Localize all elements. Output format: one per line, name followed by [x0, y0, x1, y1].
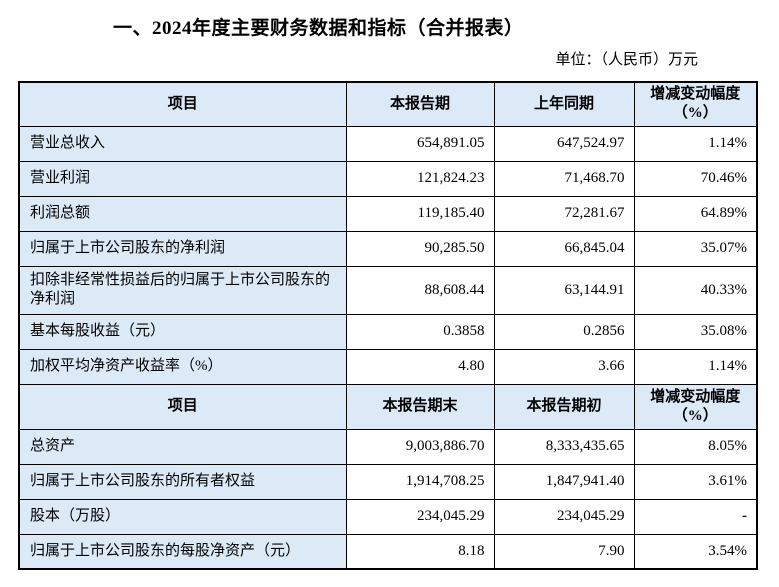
- table-row: 归属于上市公司股东的每股净资产（元） 8.18 7.90 3.54%: [18, 533, 758, 570]
- row-label-cell: 营业利润: [18, 160, 347, 197]
- change-cell: 70.46%: [633, 160, 758, 197]
- period-end-cell: 1,914,708.25: [345, 463, 495, 500]
- column-header-change: 增减变动幅度 （%）: [633, 81, 758, 127]
- table-row: 扣除非经常性损益后的归属于上市公司股东的净利润 88,608.44 63,144…: [18, 265, 758, 315]
- column-header-change: 增减变动幅度 （%）: [633, 383, 758, 430]
- column-header-prior-period: 上年同期: [493, 81, 635, 127]
- unit-label: 单位：（人民币）万元: [555, 52, 698, 68]
- column-header-change-line2: （%）: [672, 407, 718, 424]
- current-period-cell: 88,608.44: [345, 265, 495, 315]
- row-label-cell: 基本每股收益（元）: [18, 313, 347, 350]
- row-label-cell: 扣除非经常性损益后的归属于上市公司股东的净利润: [18, 265, 347, 315]
- row-label-cell: 股本（万股）: [18, 498, 347, 535]
- change-cell: 35.07%: [633, 230, 758, 267]
- row-label-cell: 营业总收入: [18, 125, 347, 162]
- period-begin-cell: 234,045.29: [493, 498, 635, 535]
- period-begin-cell: 7.90: [493, 533, 635, 570]
- prior-period-cell: 72,281.67: [493, 195, 635, 232]
- column-header-change-line2: （%）: [672, 105, 718, 122]
- current-period-cell: 119,185.40: [345, 195, 495, 232]
- table-row: 加权平均净资产收益率（%） 4.80 3.66 1.14%: [18, 348, 758, 385]
- period-begin-cell: 8,333,435.65: [493, 428, 635, 465]
- row-label-cell: 加权平均净资产收益率（%）: [18, 348, 347, 385]
- row-label-cell: 归属于上市公司股东的净利润: [18, 230, 347, 267]
- change-cell: 64.89%: [633, 195, 758, 232]
- current-period-cell: 654,891.05: [345, 125, 495, 162]
- change-cell: 8.05%: [633, 428, 758, 465]
- change-cell: 3.54%: [633, 533, 758, 570]
- table-row: 利润总额 119,185.40 72,281.67 64.89%: [18, 195, 758, 232]
- current-period-cell: 90,285.50: [345, 230, 495, 267]
- page-title: 一、2024年度主要财务数据和指标（合并报表）: [113, 18, 524, 39]
- table-row: 基本每股收益（元） 0.3858 0.2856 35.08%: [18, 313, 758, 350]
- current-period-cell: 4.80: [345, 348, 495, 385]
- row-label-cell: 归属于上市公司股东的所有者权益: [18, 463, 347, 500]
- prior-period-cell: 3.66: [493, 348, 635, 385]
- column-header-current-period: 本报告期: [345, 81, 495, 127]
- column-header-change-line1: 增减变动幅度: [650, 388, 741, 405]
- row-label-cell: 归属于上市公司股东的每股净资产（元）: [18, 533, 347, 570]
- prior-period-cell: 66,845.04: [493, 230, 635, 267]
- column-header-period-end: 本报告期末: [345, 383, 495, 430]
- table-row: 营业利润 121,824.23 71,468.70 70.46%: [18, 160, 758, 197]
- table-row: 归属于上市公司股东的所有者权益 1,914,708.25 1,847,941.4…: [18, 463, 758, 500]
- period-end-cell: 9,003,886.70: [345, 428, 495, 465]
- column-header-change-line1: 增减变动幅度: [650, 86, 741, 103]
- prior-period-cell: 71,468.70: [493, 160, 635, 197]
- change-cell: 1.14%: [633, 125, 758, 162]
- change-cell: 40.33%: [633, 265, 758, 315]
- period-end-cell: 8.18: [345, 533, 495, 570]
- column-header-period-begin: 本报告期初: [493, 383, 635, 430]
- table-row: 归属于上市公司股东的净利润 90,285.50 66,845.04 35.07%: [18, 230, 758, 267]
- column-header-item: 项目: [18, 383, 347, 430]
- period-begin-cell: 1,847,941.40: [493, 463, 635, 500]
- financial-table: 项目 本报告期 上年同期 增减变动幅度 （%） 营业总收入 654,891.05…: [18, 81, 758, 570]
- prior-period-cell: 63,144.91: [493, 265, 635, 315]
- current-period-cell: 121,824.23: [345, 160, 495, 197]
- prior-period-cell: 0.2856: [493, 313, 635, 350]
- change-cell: -: [633, 498, 758, 535]
- change-cell: 3.61%: [633, 463, 758, 500]
- row-label-cell: 利润总额: [18, 195, 347, 232]
- change-cell: 35.08%: [633, 313, 758, 350]
- balance-header-row: 项目 本报告期末 本报告期初 增减变动幅度 （%）: [18, 383, 758, 430]
- period-header-row: 项目 本报告期 上年同期 增减变动幅度 （%）: [18, 81, 758, 127]
- row-label-cell: 总资产: [18, 428, 347, 465]
- column-header-item: 项目: [18, 81, 347, 127]
- change-cell: 1.14%: [633, 348, 758, 385]
- period-end-cell: 234,045.29: [345, 498, 495, 535]
- table-row: 营业总收入 654,891.05 647,524.97 1.14%: [18, 125, 758, 162]
- prior-period-cell: 647,524.97: [493, 125, 635, 162]
- current-period-cell: 0.3858: [345, 313, 495, 350]
- table-row: 股本（万股） 234,045.29 234,045.29 -: [18, 498, 758, 535]
- table-row: 总资产 9,003,886.70 8,333,435.65 8.05%: [18, 428, 758, 465]
